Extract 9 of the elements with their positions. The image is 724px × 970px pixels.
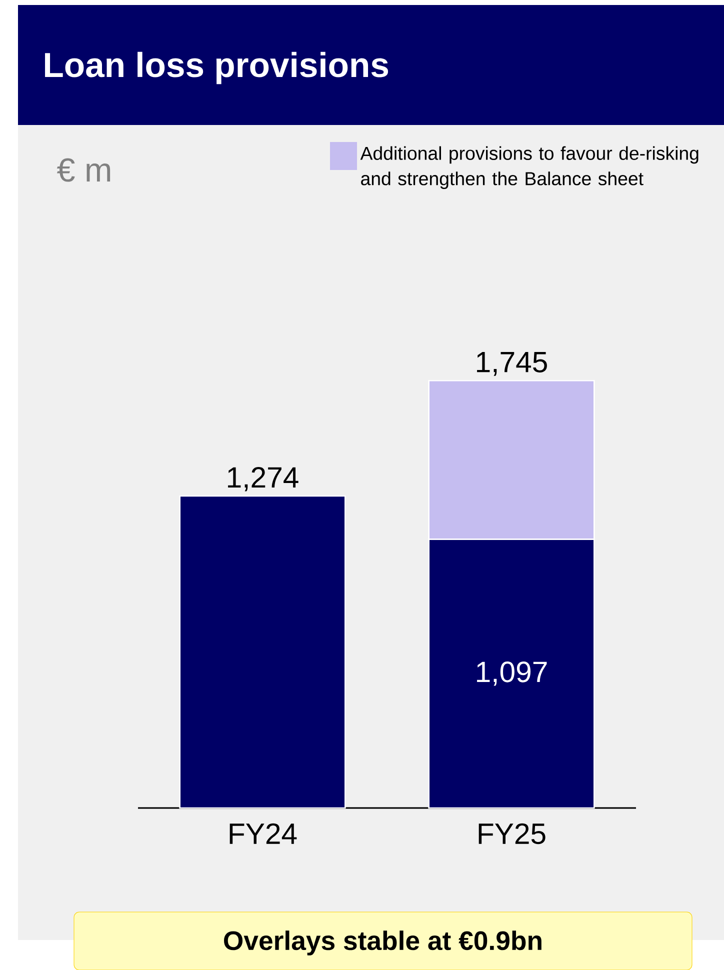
chart-title: Loan loss provisions <box>45 52 388 84</box>
legend-label: Additional provisions to favour de-risking and strengthen the Balance sheet <box>360 146 698 189</box>
text: € m <box>56 158 110 182</box>
data-label: 1,097 <box>477 662 547 686</box>
total-label: 1,745 <box>477 352 547 376</box>
text: Overlays stable at €0.9bn <box>224 930 542 956</box>
data-label: 1,274 <box>228 467 298 492</box>
x-tick-label: FY25 <box>478 823 546 844</box>
x-tick-label: FY24 <box>230 823 297 844</box>
